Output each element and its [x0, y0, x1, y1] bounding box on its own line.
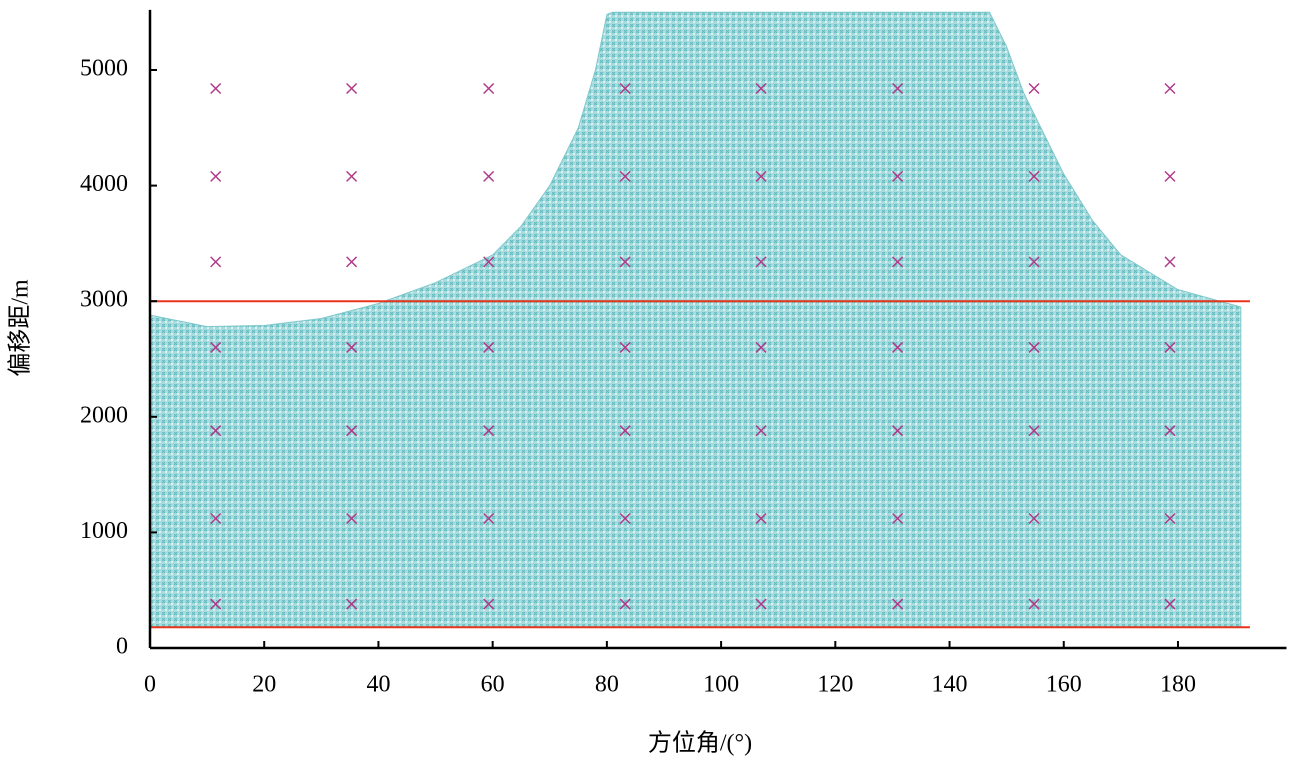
cross-marker	[483, 256, 495, 268]
cross-marker	[1164, 82, 1176, 95]
x-tick-label: 20	[252, 672, 276, 698]
cross-marker	[892, 170, 904, 182]
cross-marker	[1164, 425, 1176, 437]
cross-marker	[483, 512, 495, 525]
cross-marker	[619, 512, 631, 525]
cross-marker	[619, 82, 631, 95]
cross-marker	[755, 256, 767, 268]
x-tick-label: 100	[703, 672, 739, 698]
cross-marker	[346, 512, 358, 525]
cross-marker	[483, 598, 495, 610]
y-axis-label: 偏移距/m	[7, 279, 34, 377]
cross-marker	[1028, 256, 1040, 268]
x-tick-label: 120	[817, 672, 853, 698]
cross-marker	[483, 341, 495, 353]
cross-marker	[1028, 512, 1040, 525]
cross-marker	[619, 598, 631, 610]
cross-marker	[346, 341, 358, 353]
cross-marker	[619, 170, 631, 182]
cross-marker	[210, 256, 222, 268]
cross-marker	[755, 82, 767, 95]
cross-marker	[892, 82, 904, 95]
y-tick-label: 5000	[80, 56, 128, 82]
x-tick-label: 80	[595, 672, 619, 698]
cross-marker	[755, 170, 767, 182]
cross-marker	[1164, 341, 1176, 353]
cross-marker	[619, 256, 631, 268]
y-tick-label: 3000	[80, 287, 128, 313]
cross-marker	[346, 82, 358, 95]
cross-marker	[346, 170, 358, 182]
cross-marker	[1164, 256, 1176, 268]
cross-marker	[755, 512, 767, 525]
cross-marker	[892, 512, 904, 525]
coverage-area	[149, 11, 1242, 628]
x-tick-label: 160	[1046, 672, 1082, 698]
cross-marker	[1028, 425, 1040, 437]
cross-marker	[483, 82, 495, 95]
cross-marker	[1164, 170, 1176, 182]
x-tick-label: 0	[144, 672, 156, 698]
y-tick-label: 4000	[80, 171, 128, 197]
cross-marker	[483, 170, 495, 182]
cross-marker	[619, 425, 631, 437]
x-tick-label: 60	[481, 672, 505, 698]
cross-marker	[755, 425, 767, 437]
cross-marker	[346, 598, 358, 610]
cross-marker	[210, 82, 222, 95]
cross-marker	[755, 598, 767, 610]
cross-marker	[210, 512, 222, 525]
cross-marker	[210, 170, 222, 182]
cross-marker	[1028, 170, 1040, 182]
y-tick-label: 1000	[80, 518, 128, 544]
x-tick-label: 40	[366, 672, 390, 698]
cross-marker	[755, 341, 767, 353]
cross-marker	[346, 256, 358, 268]
x-axis-label: 方位角/(°)	[648, 730, 752, 757]
cross-marker	[892, 425, 904, 437]
x-tick-label: 140	[932, 672, 968, 698]
cross-marker	[1028, 598, 1040, 610]
cross-marker	[619, 341, 631, 353]
cross-marker	[210, 598, 222, 610]
cross-marker	[892, 598, 904, 610]
y-tick-label: 0	[116, 634, 128, 660]
cross-marker	[210, 425, 222, 437]
x-tick-label: 180	[1160, 672, 1196, 698]
cross-marker	[1028, 341, 1040, 353]
cross-marker	[892, 341, 904, 353]
cross-marker	[1164, 598, 1176, 610]
y-tick-label: 2000	[80, 402, 128, 428]
cross-marker	[346, 425, 358, 437]
cross-marker	[1028, 82, 1040, 95]
cross-marker	[1164, 512, 1176, 525]
cross-marker	[483, 425, 495, 437]
cross-marker	[892, 256, 904, 268]
cross-marker	[210, 341, 222, 353]
